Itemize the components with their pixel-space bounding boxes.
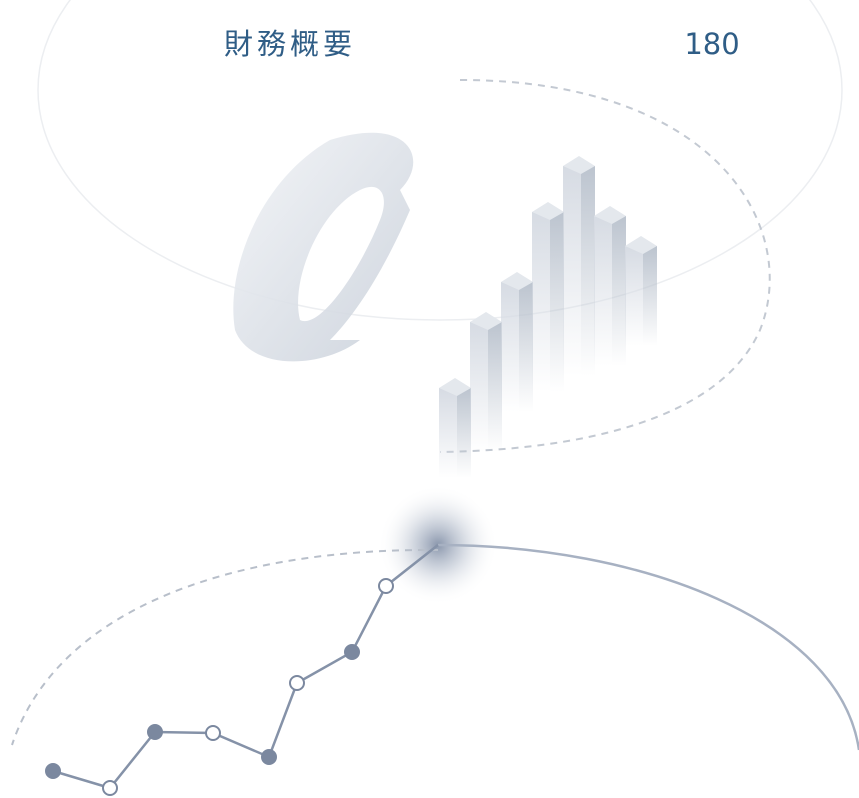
- decoration: [11, 0, 859, 796]
- title: 財務概要: [224, 27, 356, 61]
- value: 180: [684, 27, 739, 61]
